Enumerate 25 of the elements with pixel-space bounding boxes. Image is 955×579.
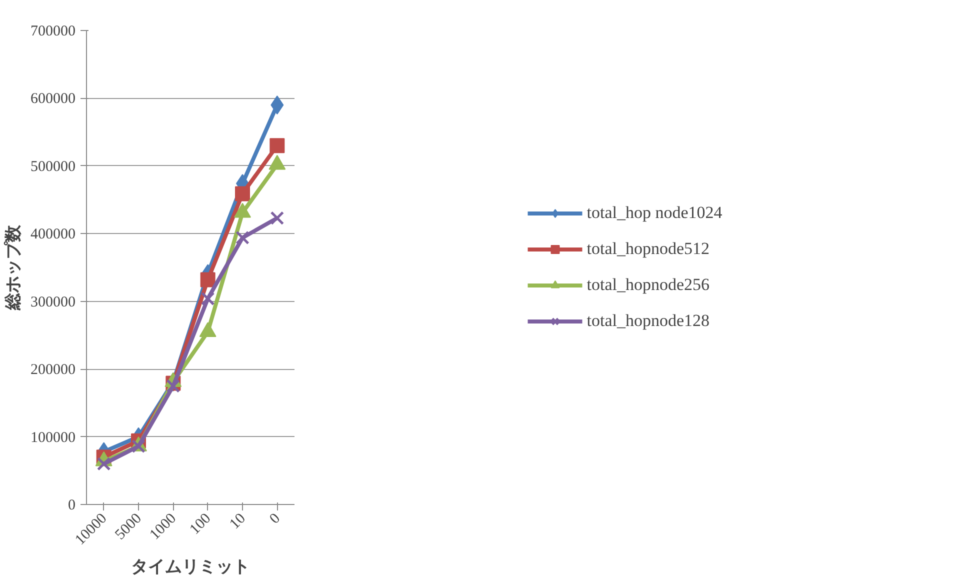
point: [270, 138, 285, 154]
point: [270, 211, 284, 225]
y-tick-label: 500000: [30, 158, 76, 175]
y-tick-label: 0: [68, 498, 76, 514]
legend-label: total_hopnode512: [586, 239, 710, 259]
legend-label: total_hopnode128: [586, 311, 710, 331]
y-tick-label: 100000: [30, 430, 76, 446]
x-axis-title: タイムリミット: [131, 557, 250, 576]
y-tick-label: 200000: [30, 362, 76, 378]
point: [235, 186, 250, 202]
point: [166, 379, 180, 393]
x-tick-label: 100: [186, 510, 214, 538]
y-tick-label: 400000: [30, 226, 76, 243]
y-axis-title: 総ホップ数: [4, 224, 22, 311]
point: [200, 272, 216, 288]
legend-label: total_hop node1024: [586, 203, 722, 223]
x-tick-label: 10: [226, 510, 249, 532]
y-tick-label: 300000: [30, 294, 76, 310]
x-tick-label: 0: [266, 510, 284, 528]
point: [236, 230, 250, 245]
y-tick-label: 600000: [30, 91, 76, 108]
point: [200, 292, 215, 306]
point: [96, 456, 111, 471]
legend-label: total_hopnode256: [586, 275, 710, 295]
y-tick-label: 700000: [30, 24, 76, 40]
